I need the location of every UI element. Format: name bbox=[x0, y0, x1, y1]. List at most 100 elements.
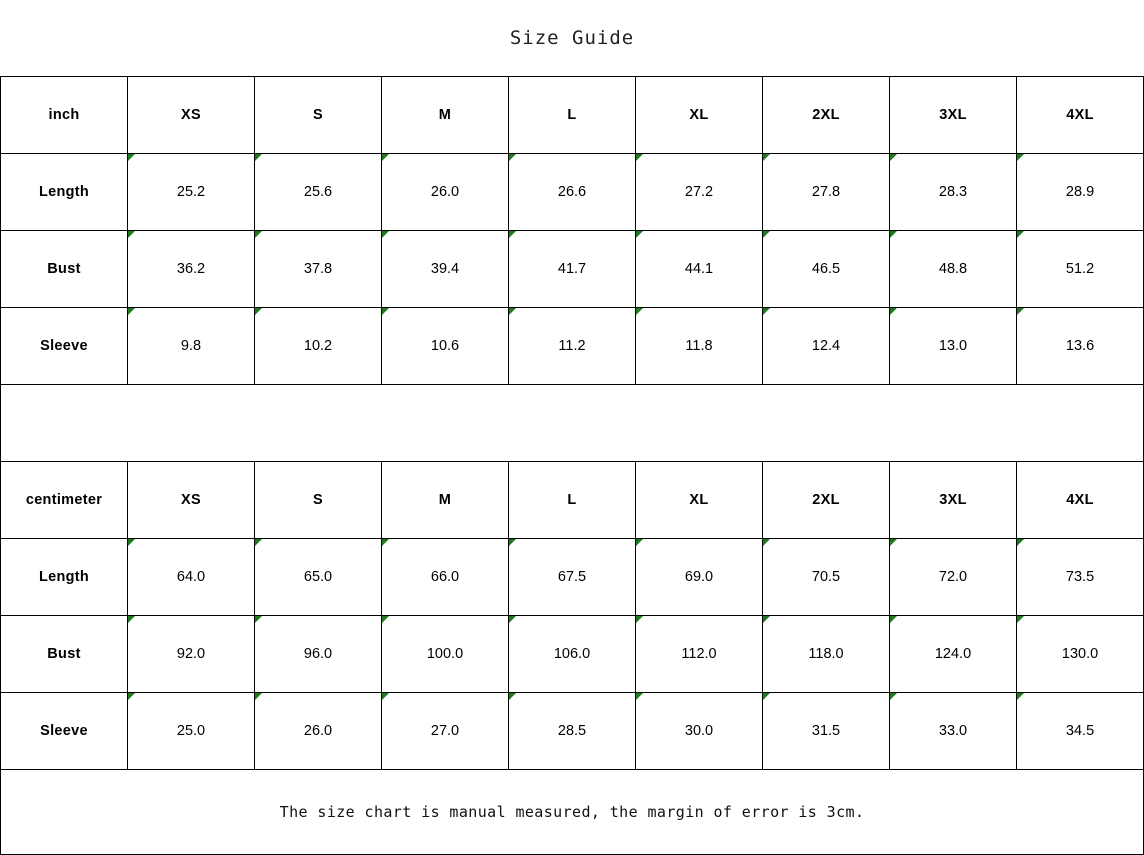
cell-comment-marker-icon bbox=[1017, 693, 1024, 700]
measurement-value: 48.8 bbox=[938, 261, 968, 277]
cell-comment-marker-icon bbox=[382, 231, 389, 238]
cell-comment-marker-icon bbox=[890, 616, 897, 623]
measurement-value: 11.2 bbox=[558, 338, 586, 354]
cell-comment-marker-icon bbox=[509, 231, 516, 238]
measurement-cell: 118.0 bbox=[762, 615, 890, 693]
spacer-cell bbox=[0, 384, 1144, 462]
measurement-value: 13.6 bbox=[1065, 338, 1095, 354]
cell-comment-marker-icon bbox=[763, 231, 770, 238]
measurement-value: 10.6 bbox=[430, 338, 460, 354]
measurement-cell: 72.0 bbox=[889, 538, 1017, 616]
measurement-value: 27.2 bbox=[684, 184, 714, 200]
measurement-cell: 100.0 bbox=[381, 615, 509, 693]
measurement-cell: 92.0 bbox=[127, 615, 255, 693]
cell-comment-marker-icon bbox=[128, 539, 135, 546]
cell-comment-marker-icon bbox=[382, 308, 389, 315]
measurement-cell: 13.0 bbox=[889, 307, 1017, 385]
measurement-cell: 112.0 bbox=[635, 615, 763, 693]
measurement-value: 25.6 bbox=[303, 184, 333, 200]
measurement-cell: 34.5 bbox=[1015, 692, 1144, 770]
cell-comment-marker-icon bbox=[255, 231, 262, 238]
measurement-cell: 25.2 bbox=[127, 153, 255, 231]
measurement-value: 12.4 bbox=[811, 338, 841, 354]
measurement-value: 65.0 bbox=[303, 569, 333, 585]
cell-comment-marker-icon bbox=[1017, 154, 1024, 161]
measurement-value: 39.4 bbox=[430, 261, 460, 277]
table-row: Length 64.0 65.0 66.0 67.5 69.0 70.5 72.0 73.5 bbox=[0, 538, 1144, 616]
measurement-value: 64.0 bbox=[176, 569, 206, 585]
cell-comment-marker-icon bbox=[128, 154, 135, 161]
measurement-cell: 44.1 bbox=[635, 230, 763, 308]
cell-comment-marker-icon bbox=[128, 616, 135, 623]
measurement-cell: 11.8 bbox=[635, 307, 763, 385]
size-header-M: M bbox=[381, 461, 509, 539]
header-row: inch XS S M L XL 2XL 3XL 4XL bbox=[0, 76, 1144, 154]
measurement-cell: 48.8 bbox=[889, 230, 1017, 308]
cell-comment-marker-icon bbox=[636, 154, 643, 161]
measurement-value: 70.5 bbox=[811, 569, 841, 585]
measurement-value: 130.0 bbox=[1061, 646, 1099, 662]
cell-comment-marker-icon bbox=[890, 539, 897, 546]
measurement-value: 33.0 bbox=[938, 723, 968, 739]
measurement-cell: 13.6 bbox=[1015, 307, 1144, 385]
measurement-cell: 12.4 bbox=[762, 307, 890, 385]
measurement-value: 100.0 bbox=[426, 646, 464, 662]
cell-comment-marker-icon bbox=[890, 693, 897, 700]
cell-comment-marker-icon bbox=[128, 308, 135, 315]
measurement-value: 41.7 bbox=[557, 261, 587, 277]
unit-header-inch: inch bbox=[0, 76, 128, 154]
size-header-XS: XS bbox=[127, 461, 255, 539]
size-header-XL: XL bbox=[635, 76, 763, 154]
measurement-cell: 25.6 bbox=[254, 153, 382, 231]
cell-comment-marker-icon bbox=[636, 539, 643, 546]
measurement-cell: 96.0 bbox=[254, 615, 382, 693]
cell-comment-marker-icon bbox=[255, 154, 262, 161]
measurement-cell: 69.0 bbox=[635, 538, 763, 616]
size-header-XL: XL bbox=[635, 461, 763, 539]
row-label-length: Length bbox=[0, 538, 128, 616]
measurement-value: 28.5 bbox=[557, 723, 587, 739]
measurement-value: 26.0 bbox=[430, 184, 460, 200]
measurement-cell: 11.2 bbox=[508, 307, 636, 385]
cell-comment-marker-icon bbox=[509, 154, 516, 161]
size-header-2XL: 2XL bbox=[762, 76, 890, 154]
header-row: centimeter XS S M L XL 2XL 3XL 4XL bbox=[0, 461, 1144, 539]
size-header-L: L bbox=[508, 76, 636, 154]
measurement-value: 67.5 bbox=[557, 569, 587, 585]
measurement-cell: 65.0 bbox=[254, 538, 382, 616]
measurement-value: 27.0 bbox=[430, 723, 460, 739]
table-row: Length 25.2 25.6 26.0 26.6 27.2 27.8 28.3 28.9 bbox=[0, 153, 1144, 231]
cell-comment-marker-icon bbox=[636, 693, 643, 700]
measurement-value: 34.5 bbox=[1065, 723, 1095, 739]
measurement-cell: 36.2 bbox=[127, 230, 255, 308]
measurement-value: 106.0 bbox=[553, 646, 591, 662]
measurement-value: 118.0 bbox=[808, 646, 844, 662]
spacer-row bbox=[0, 384, 1144, 462]
table-row: Bust 36.2 37.8 39.4 41.7 44.1 46.5 48.8 51.2 bbox=[0, 230, 1144, 308]
cell-comment-marker-icon bbox=[763, 154, 770, 161]
measurement-value: 26.6 bbox=[557, 184, 587, 200]
size-header-4XL: 4XL bbox=[1015, 461, 1144, 539]
size-header-2XL: 2XL bbox=[762, 461, 890, 539]
cell-comment-marker-icon bbox=[636, 308, 643, 315]
measurement-value: 44.1 bbox=[684, 261, 714, 277]
cell-comment-marker-icon bbox=[382, 154, 389, 161]
measurement-cell: 30.0 bbox=[635, 692, 763, 770]
unit-header-centimeter: centimeter bbox=[0, 461, 128, 539]
measurement-cell: 39.4 bbox=[381, 230, 509, 308]
measurement-value: 73.5 bbox=[1065, 569, 1095, 585]
cell-comment-marker-icon bbox=[509, 616, 516, 623]
size-guide-page: Size Guide inch XS S M L XL 2XL 3XL 4XL Length 25.… bbox=[0, 27, 1144, 855]
measurement-cell: 10.6 bbox=[381, 307, 509, 385]
row-label-length: Length bbox=[0, 153, 128, 231]
measurement-value: 25.2 bbox=[176, 184, 206, 200]
row-label-bust: Bust bbox=[0, 230, 128, 308]
cell-comment-marker-icon bbox=[509, 308, 516, 315]
measurement-cell: 106.0 bbox=[508, 615, 636, 693]
cell-comment-marker-icon bbox=[382, 616, 389, 623]
row-label-bust: Bust bbox=[0, 615, 128, 693]
cell-comment-marker-icon bbox=[382, 539, 389, 546]
cell-comment-marker-icon bbox=[763, 539, 770, 546]
